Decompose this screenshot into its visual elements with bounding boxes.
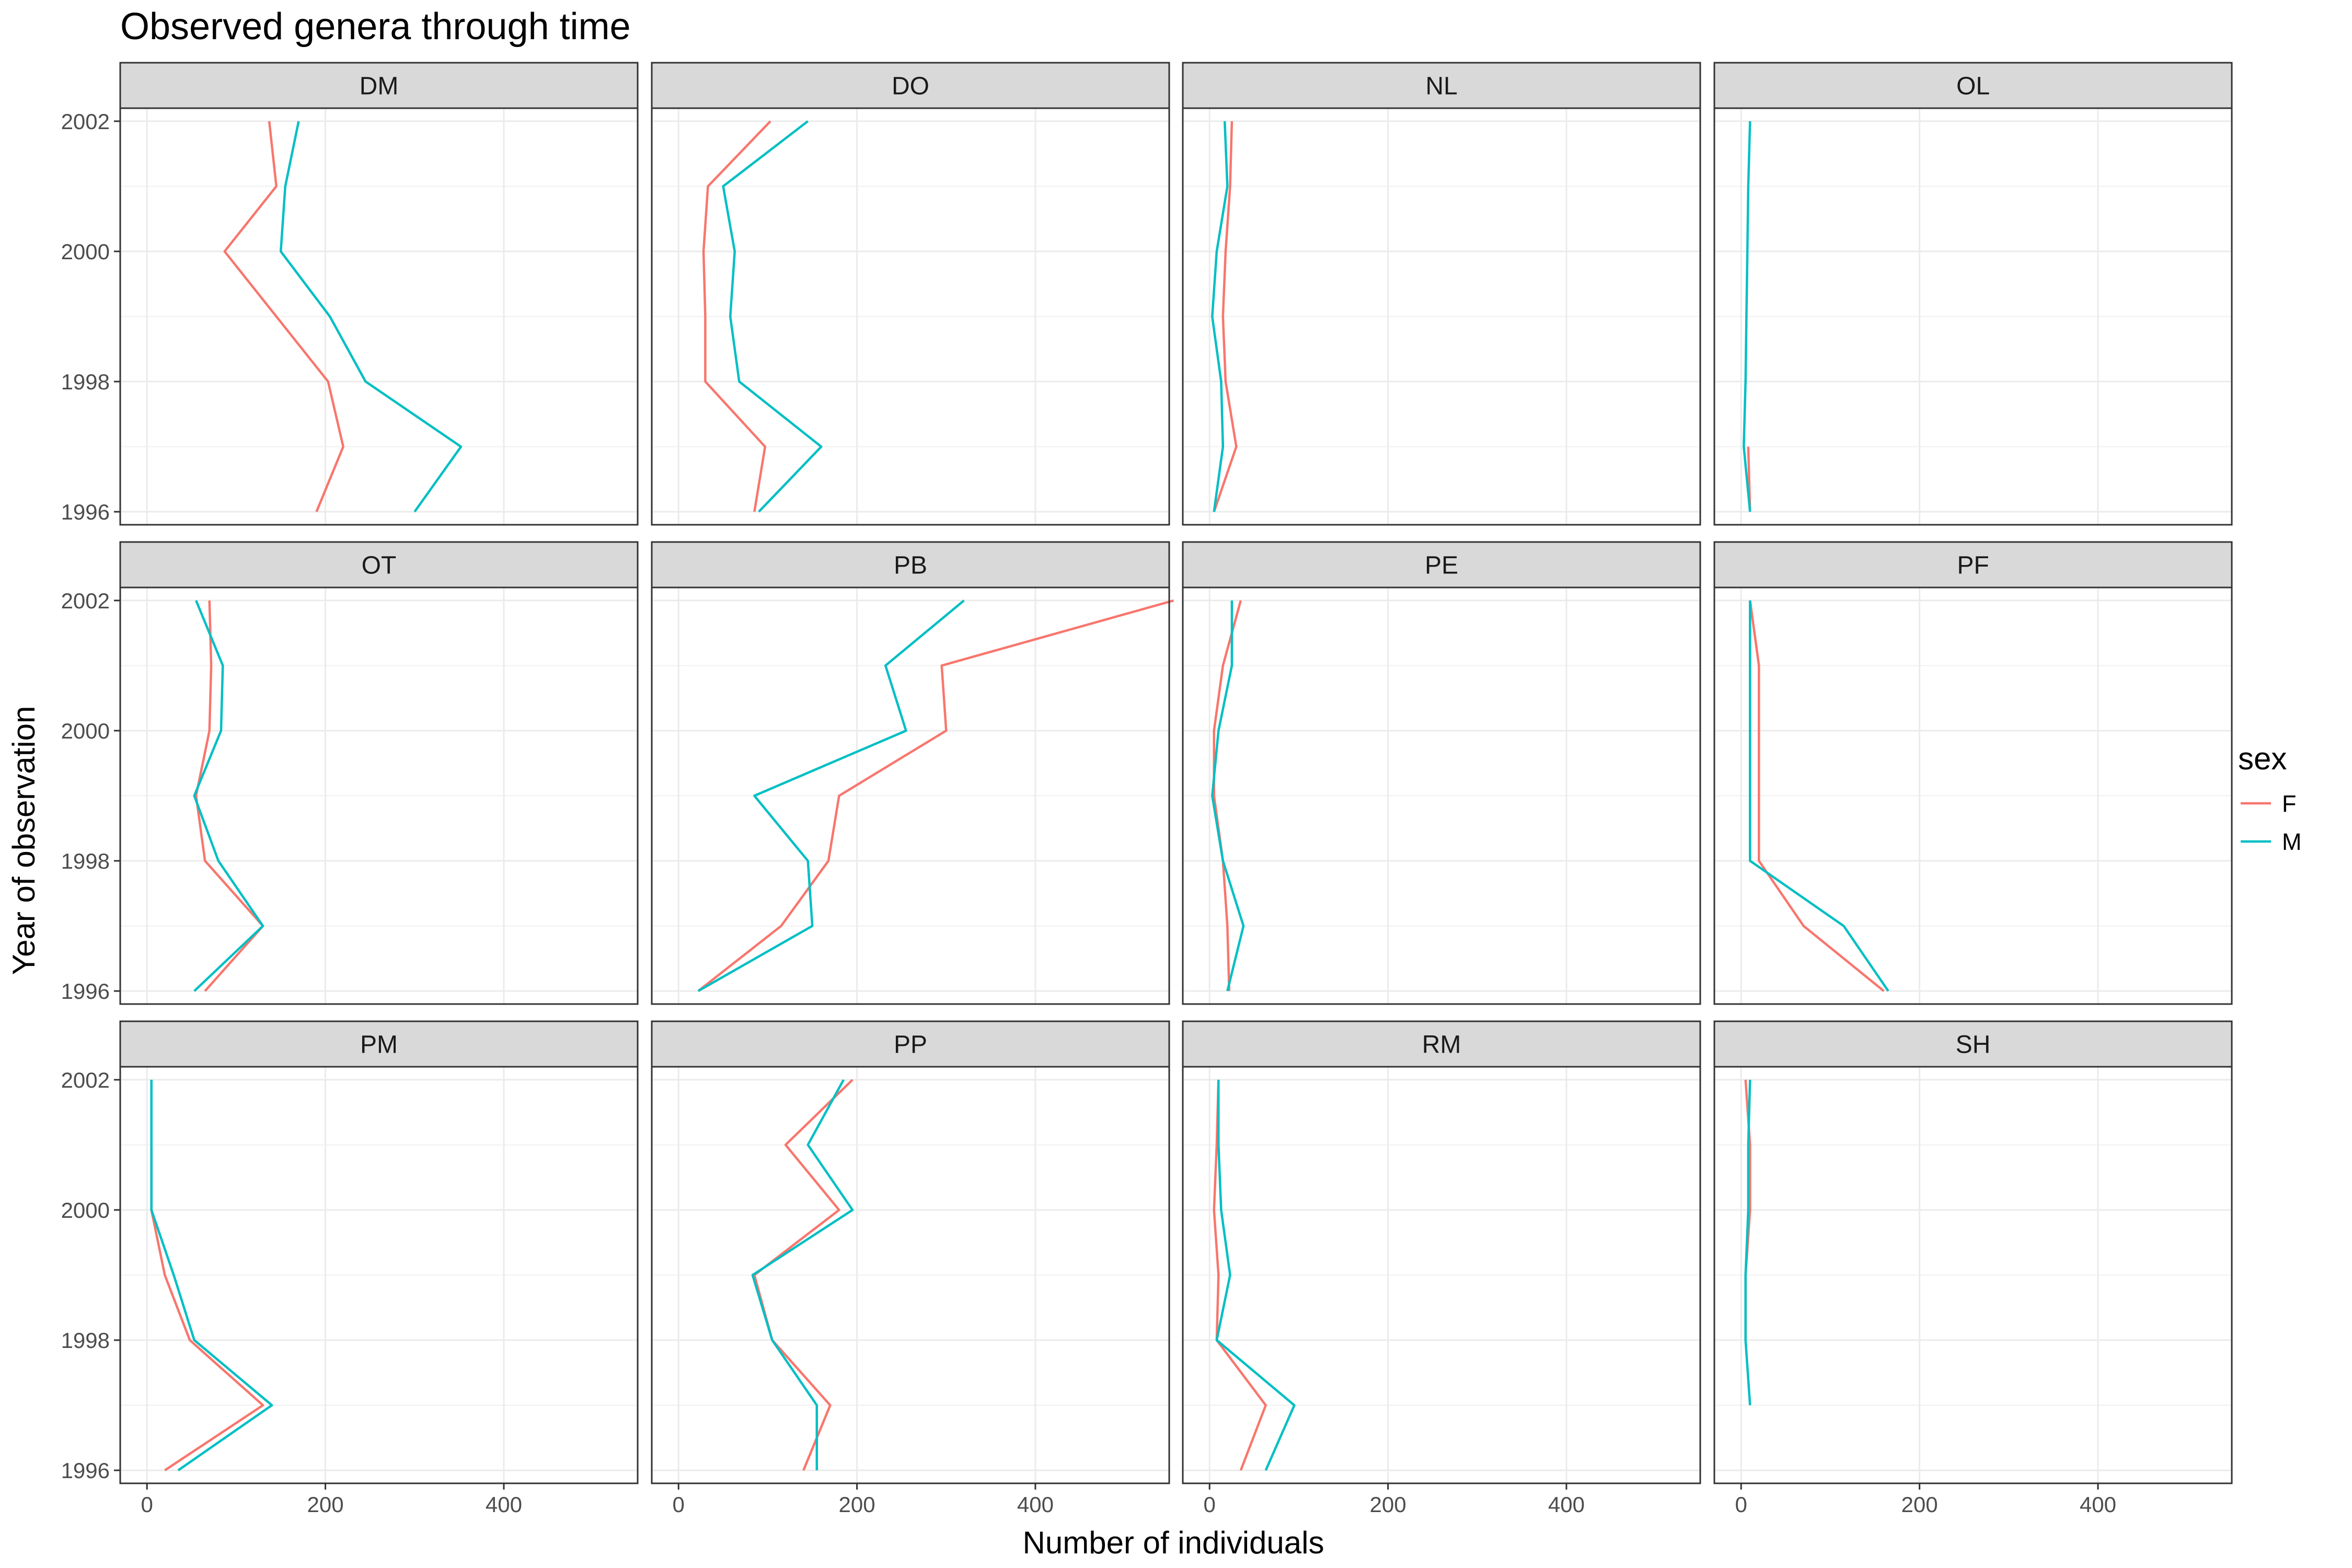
facet-panel-do: DO [651,62,1170,526]
series-line-f [697,599,1174,992]
panel-border [119,1066,639,1484]
panel-border [119,586,639,1005]
facet-strip [1713,62,2233,109]
facet-strip [651,62,1170,109]
facet-strip [1182,62,1701,109]
facet-label: SH [1956,1031,1991,1059]
y-tick-label: 2000 [61,239,110,264]
facet-panel-ol: OL [1713,62,2233,526]
x-tick-label: 0 [1204,1492,1216,1517]
facet-label: PE [1425,552,1458,580]
series-line-m [697,599,965,993]
series-line-m [1211,121,1229,512]
y-tick-label: 2000 [61,1198,110,1223]
y-tick-label: 1998 [61,1328,110,1353]
series-line-m [751,1079,854,1471]
series-line-m [722,120,823,513]
facet-strip [1182,1020,1701,1068]
facet-label: NL [1425,73,1457,100]
panel-border [1182,1066,1701,1484]
facet-panel-sh: SH 0 200 400 [1713,1020,2233,1517]
x-tick-label: 400 [2080,1492,2116,1517]
series-line-f [1213,121,1238,512]
series-line-m [1215,1079,1296,1471]
x-tick-label: 0 [1735,1492,1747,1517]
facet-label: OL [1956,73,1990,100]
series-line-f [702,120,771,512]
x-tick-label: 200 [1901,1492,1938,1517]
facet-panel-pp: PP 0 200 400 [651,1020,1170,1517]
facet-strip [1713,1020,2233,1068]
x-tick-label: 200 [1370,1492,1406,1517]
x-axis-title: Number of individuals [1023,1525,1324,1560]
series-line-m [193,600,264,992]
y-tick-label: 2000 [61,719,110,743]
facet-panel-pe: PE [1182,541,1701,1005]
y-tick-label: 1998 [61,849,110,873]
y-tick-label: 1996 [61,1458,110,1483]
facet-panel-dm: DM 1996 1998 2000 2002 [61,62,639,526]
facet-label: DO [892,73,929,100]
x-tick-label: 400 [1548,1492,1585,1517]
y-tick-label: 1996 [61,979,110,1004]
series-line-m [279,121,463,513]
panel-border [1713,586,2233,1005]
y-axis-title: Year of observation [6,706,41,975]
y-tick-label: 1998 [61,370,110,394]
x-tick-label: 400 [1017,1492,1054,1517]
series-line-f [1213,1079,1267,1471]
facet-label: OT [362,552,397,580]
facet-strip [1182,541,1701,589]
panel-border [651,1066,1170,1484]
facet-label: PP [894,1031,927,1059]
facet-strip [119,1020,639,1068]
panel-border [1182,107,1701,526]
legend: sex FM [2238,741,2302,855]
series-line-m [150,1079,273,1471]
facet-panel-pf: PF [1713,541,2233,1005]
facet-strip [119,541,639,589]
y-tick-label: 2002 [61,109,110,134]
y-tick-label: 1996 [61,500,110,524]
facet-strip [651,1020,1170,1068]
panel-border [1713,107,2233,526]
series-line-m [1211,600,1245,991]
facet-strip [651,541,1170,589]
legend-label-m: M [2282,828,2302,855]
panel-border [651,586,1170,1005]
legend-label-f: F [2282,790,2297,817]
facet-label: DM [360,73,399,100]
series-line-m [1749,600,1889,992]
x-tick-label: 400 [486,1492,522,1517]
panel-border [1182,586,1701,1005]
legend-title: sex [2238,741,2287,776]
facet-label: PF [1957,552,1989,580]
series-line-f [1749,600,1885,992]
facet-panel-rm: RM 0 200 400 [1182,1020,1701,1517]
x-tick-label: 0 [673,1492,685,1517]
y-tick-label: 2002 [61,1068,110,1092]
panel-border [119,107,639,526]
y-tick-label: 2002 [61,589,110,613]
x-tick-label: 200 [839,1492,875,1517]
facet-panel-pb: PB [651,541,1174,1005]
facet-strip [119,62,639,109]
facet-label: PB [894,552,927,580]
panel-border [1713,1066,2233,1484]
facet-label: RM [1422,1031,1461,1059]
x-tick-label: 0 [141,1492,153,1517]
x-tick-label: 200 [307,1492,344,1517]
series-line-m [1744,1079,1751,1405]
panel-border [651,107,1170,526]
facet-label: PM [360,1031,398,1059]
facet-panel-ot: OT 1996 1998 2000 2002 [61,541,639,1005]
series-line-f [223,121,344,512]
series-line-m [1743,121,1751,512]
chart-title: Observed genera through time [120,6,631,48]
series-line-f [1213,600,1242,991]
facet-panel-pm: PM 1996 1998 2000 2002 0 200 400 [61,1020,639,1517]
facet-panel-nl: NL [1182,62,1701,526]
